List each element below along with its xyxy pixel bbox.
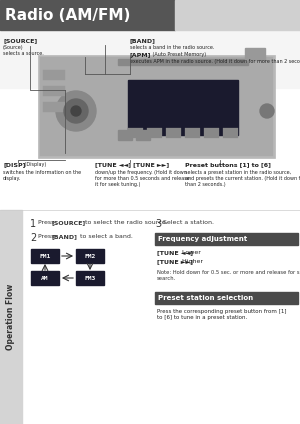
Text: [SOURCE]: [SOURCE]	[3, 38, 37, 43]
Bar	[128, 80, 238, 135]
Text: [TUNE ◄◄]: [TUNE ◄◄]	[157, 250, 193, 255]
Bar	[0, 0, 175, 30]
Text: (Source): (Source)	[3, 45, 24, 50]
Text: Frequency adjustment: Frequency adjustment	[158, 236, 247, 242]
Text: [APM]: [APM]	[130, 52, 152, 57]
Circle shape	[56, 91, 96, 131]
Text: Note: Hold down for 0.5 sec. or more and release for station
search.: Note: Hold down for 0.5 sec. or more and…	[157, 270, 300, 281]
Text: selects a band in the radio source.: selects a band in the radio source.	[130, 45, 214, 50]
Circle shape	[64, 99, 88, 123]
Bar	[118, 59, 248, 65]
Text: [BAND]: [BAND]	[130, 38, 156, 43]
Bar	[38, 55, 275, 158]
Bar	[155, 292, 298, 304]
Bar	[118, 130, 132, 140]
Text: 3: 3	[155, 219, 161, 229]
Text: 2: 2	[30, 233, 36, 243]
Text: executes APM in the radio source. (Hold it down for more than 2 seconds.): executes APM in the radio source. (Hold …	[130, 59, 300, 64]
Text: display.: display.	[3, 176, 21, 181]
Bar	[245, 48, 265, 60]
Text: Preset station selection: Preset station selection	[158, 295, 253, 301]
Text: for more than 0.5 seconds and release: for more than 0.5 seconds and release	[95, 176, 190, 181]
Bar	[128, 128, 143, 138]
Text: (Display): (Display)	[23, 162, 46, 167]
Text: [TUNE ►►]: [TUNE ►►]	[157, 259, 193, 264]
Bar	[166, 128, 181, 138]
Bar	[43, 102, 65, 112]
Text: [TUNE ◄◄] [TUNE ►►]: [TUNE ◄◄] [TUNE ►►]	[95, 162, 169, 167]
Text: [BAND]: [BAND]	[52, 234, 78, 239]
Bar	[43, 86, 65, 96]
Bar	[76, 271, 104, 285]
Text: Press the corresponding preset button from [1]
to [6] to tune in a preset statio: Press the corresponding preset button fr…	[157, 309, 286, 320]
Text: FM3: FM3	[84, 276, 96, 281]
Text: to select a band.: to select a band.	[78, 234, 133, 239]
Bar	[155, 233, 298, 245]
Bar	[43, 70, 65, 80]
Bar	[0, 210, 22, 424]
Text: Press: Press	[38, 220, 56, 225]
Text: 1: 1	[30, 219, 36, 229]
Text: AM: AM	[41, 276, 49, 281]
Circle shape	[71, 106, 81, 116]
Text: Radio (AM/FM): Radio (AM/FM)	[5, 8, 130, 22]
Bar	[223, 128, 238, 138]
Bar	[175, 0, 300, 30]
Text: switches the information on the: switches the information on the	[3, 170, 81, 175]
Bar	[0, 30, 300, 88]
Text: down/up the frequency. (Hold it down: down/up the frequency. (Hold it down	[95, 170, 187, 175]
Bar	[185, 128, 200, 138]
Text: [DISP]: [DISP]	[3, 162, 26, 167]
Text: FM2: FM2	[84, 254, 96, 259]
Text: Preset buttons [1] to [6]: Preset buttons [1] to [6]	[185, 162, 271, 167]
Text: selects a source.: selects a source.	[3, 51, 44, 56]
Text: selects a preset station in the radio source,: selects a preset station in the radio so…	[185, 170, 291, 175]
Text: [SOURCE]: [SOURCE]	[52, 220, 86, 225]
Bar	[76, 249, 104, 263]
Text: than 2 seconds.): than 2 seconds.)	[185, 182, 226, 187]
Text: (Auto Preset Memory): (Auto Preset Memory)	[151, 52, 206, 57]
Text: Lower: Lower	[180, 250, 201, 255]
Text: and presets the current station. (Hold it down for more: and presets the current station. (Hold i…	[185, 176, 300, 181]
Bar	[147, 128, 162, 138]
Text: it for seek tuning.): it for seek tuning.)	[95, 182, 140, 187]
Bar	[136, 130, 150, 140]
Text: FM1: FM1	[39, 254, 51, 259]
Text: Operation Flow: Operation Flow	[7, 284, 16, 350]
Text: to select the radio source.: to select the radio source.	[83, 220, 168, 225]
Bar	[31, 249, 59, 263]
Text: Press: Press	[38, 234, 56, 239]
Bar	[31, 271, 59, 285]
Text: Select a station.: Select a station.	[163, 220, 214, 225]
Text: Higher: Higher	[180, 259, 203, 264]
Bar	[40, 57, 273, 156]
Circle shape	[260, 104, 274, 118]
Bar	[204, 128, 219, 138]
